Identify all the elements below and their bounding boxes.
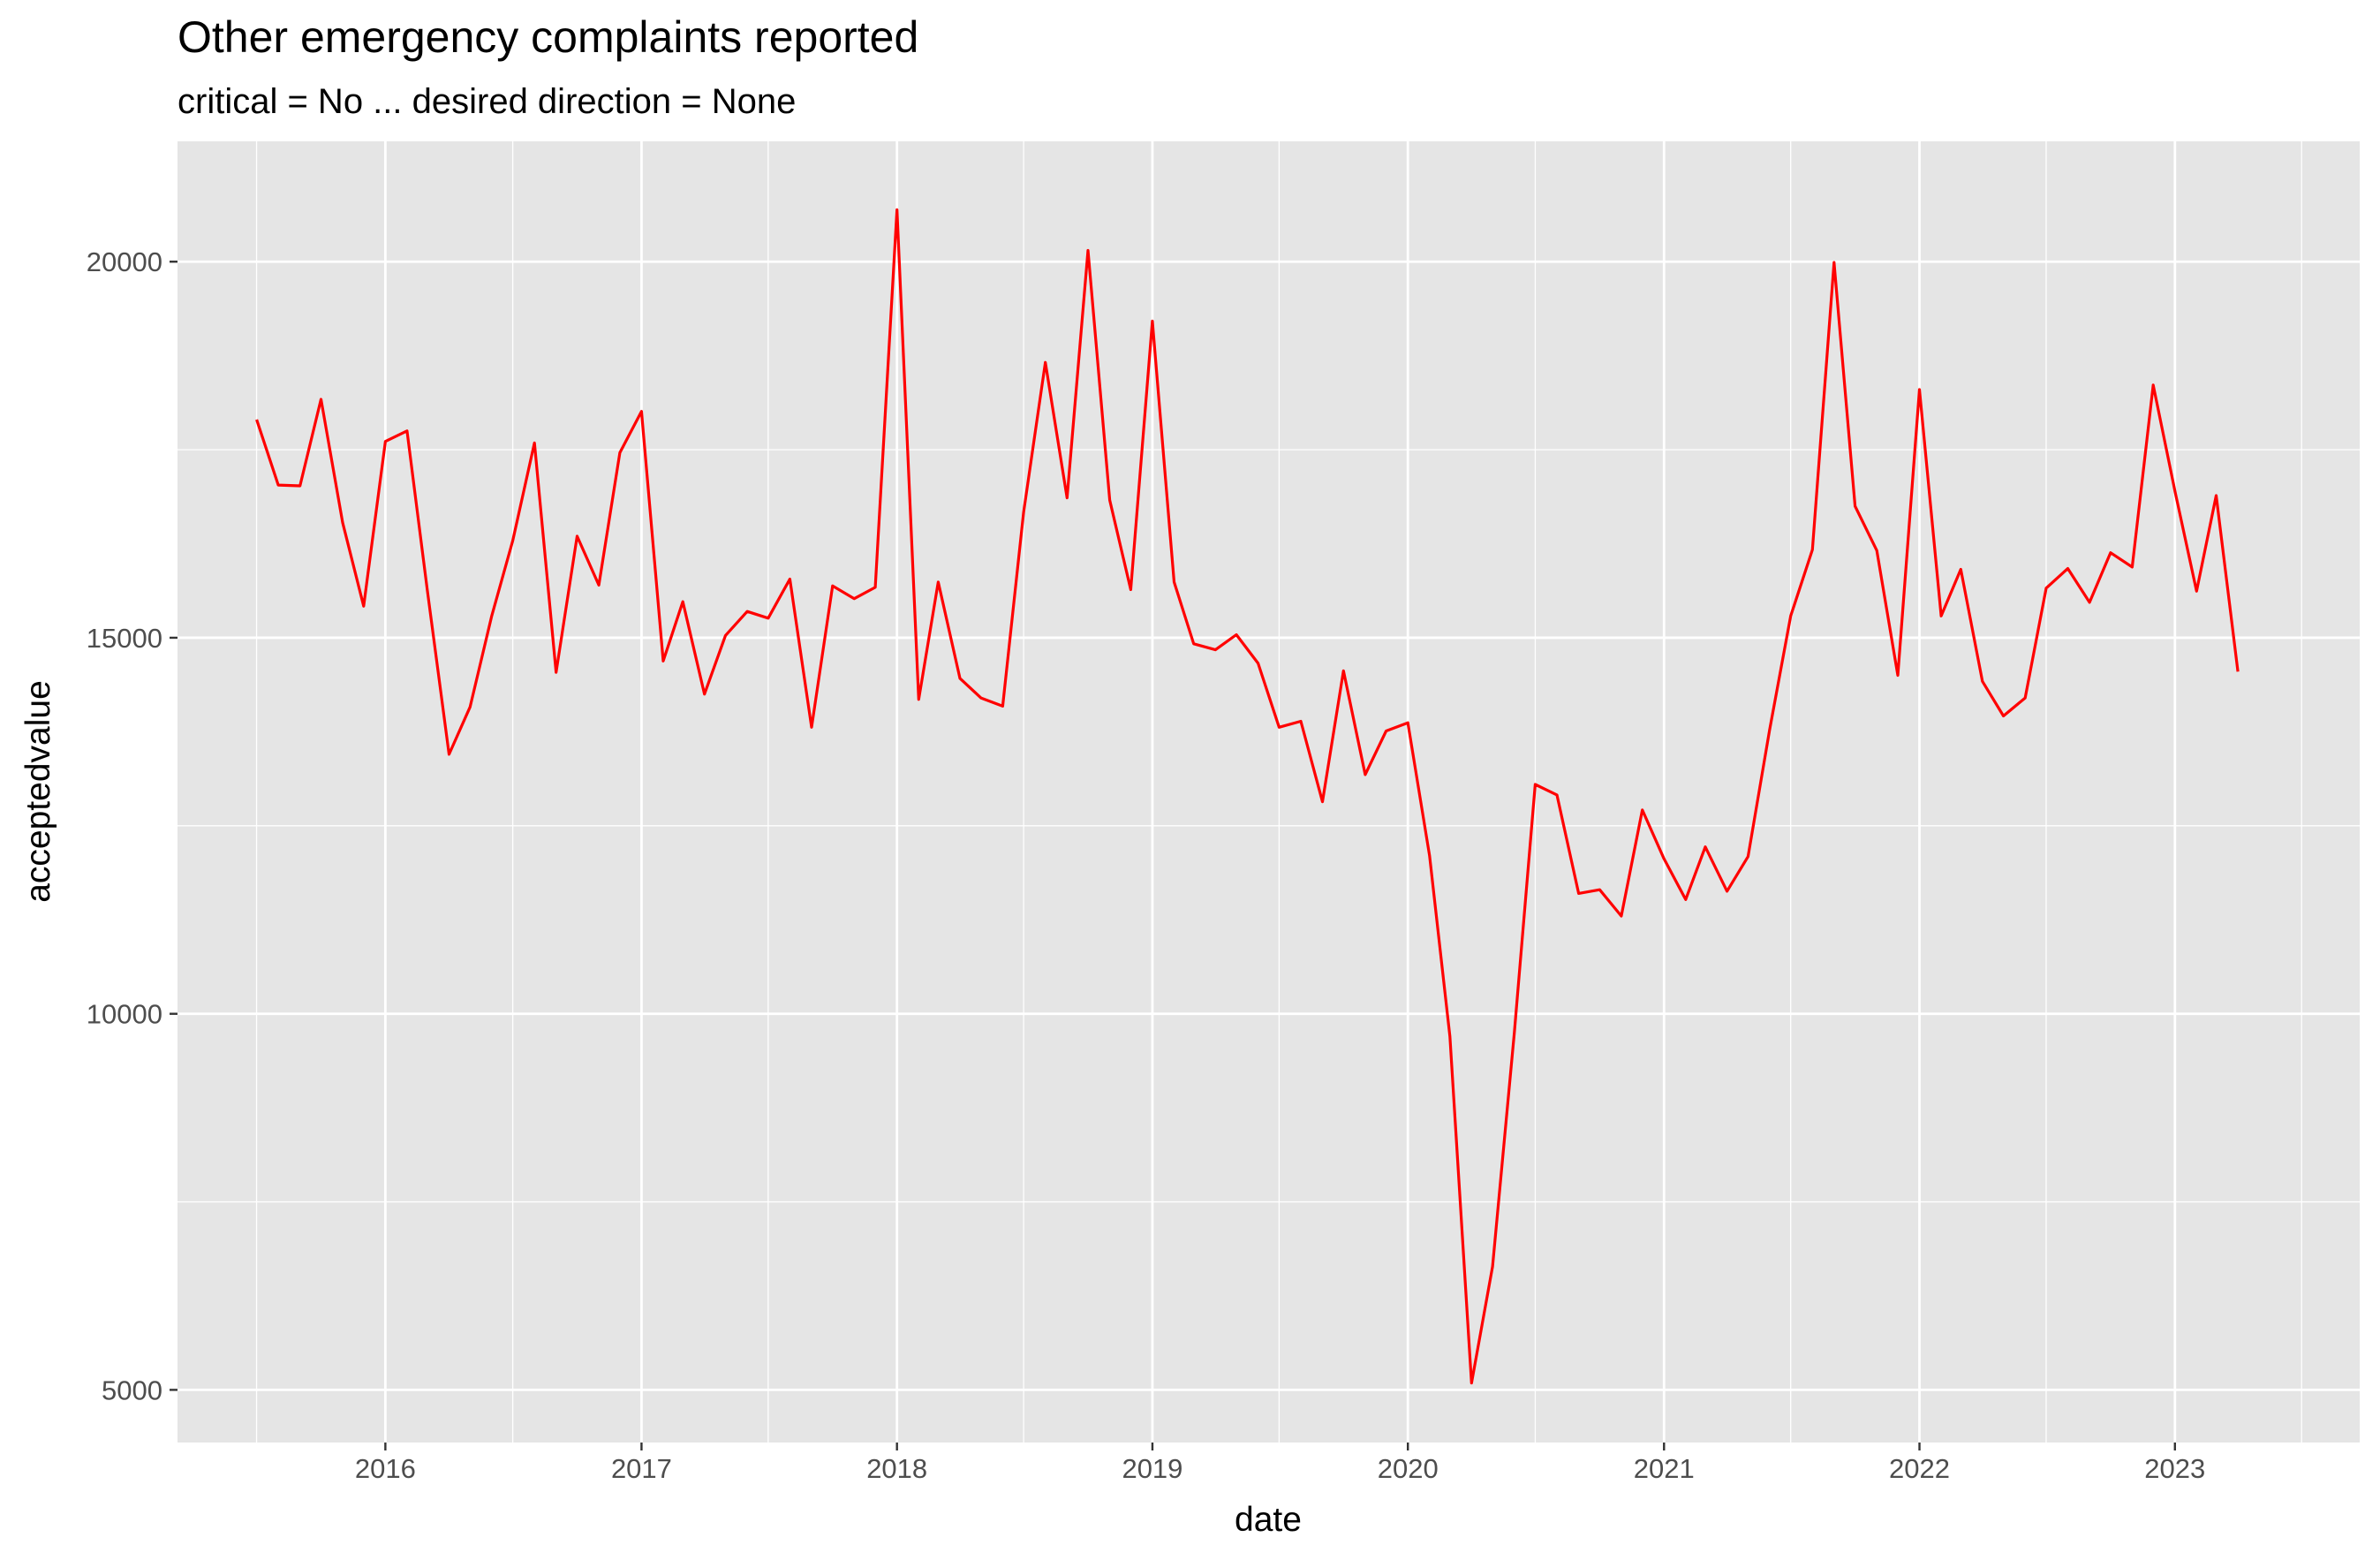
y-tick-label: 20000 <box>87 246 162 277</box>
series-layer <box>255 208 2240 1385</box>
y-axis: 5000 10000 15000 20000 <box>87 246 178 1405</box>
x-axis-title: date <box>1235 1501 1302 1539</box>
x-tick-label: 2022 <box>1889 1453 1950 1484</box>
x-tick-label: 2019 <box>1122 1453 1182 1484</box>
x-tick-label: 2021 <box>1634 1453 1695 1484</box>
y-axis-title: acceptedvalue <box>19 680 57 903</box>
series-line <box>255 208 2240 1385</box>
chart-subtitle: critical = No ... desired direction = No… <box>178 82 796 121</box>
plot-panel <box>178 141 2360 1443</box>
x-tick-label: 2017 <box>611 1453 672 1484</box>
y-tick-label: 5000 <box>102 1374 162 1405</box>
y-tick-label: 15000 <box>87 623 162 654</box>
x-tick-label: 2020 <box>1378 1453 1439 1484</box>
major-gridlines <box>178 141 2360 1443</box>
x-tick-label: 2018 <box>866 1453 927 1484</box>
chart-title: Other emergency complaints reported <box>178 12 918 62</box>
x-tick-label: 2023 <box>2144 1453 2205 1484</box>
x-tick-label: 2016 <box>355 1453 416 1484</box>
y-tick-label: 10000 <box>87 999 162 1030</box>
x-axis: 2016 2017 2018 2019 2020 2021 2022 2023 <box>355 1443 2205 1484</box>
